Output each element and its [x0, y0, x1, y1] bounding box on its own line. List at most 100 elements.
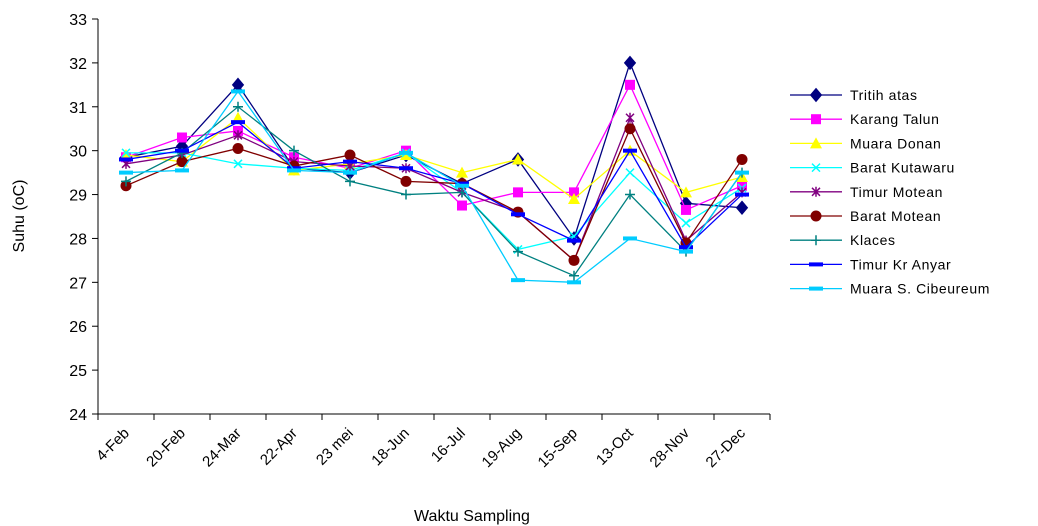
legend-marker — [809, 87, 823, 103]
data-point — [680, 186, 692, 198]
legend-label: Barat Motean — [850, 208, 941, 224]
data-point — [567, 280, 581, 285]
series-line — [126, 152, 743, 251]
legend-label: Timur Motean — [850, 184, 943, 200]
data-point — [569, 270, 579, 281]
data-point — [456, 166, 468, 178]
series-line — [125, 127, 743, 262]
legend-label: Tritih atas — [850, 87, 918, 103]
data-point — [625, 112, 635, 123]
y-tick-label: 24 — [69, 407, 87, 424]
data-point — [399, 150, 413, 155]
y-tick-label: 25 — [69, 363, 87, 380]
y-axis-label: Suhu (oC) — [11, 180, 28, 253]
legend-marker — [810, 137, 822, 149]
series-line — [125, 90, 743, 283]
data-point — [625, 189, 635, 200]
data-point — [625, 79, 635, 90]
x-tick-label: 13-Oct — [593, 424, 637, 468]
x-axis-label: Waktu Sampling — [414, 508, 530, 525]
data-point — [512, 153, 524, 165]
data-point — [233, 101, 243, 112]
data-point — [735, 192, 749, 197]
data-point — [679, 249, 693, 254]
data-point — [343, 170, 357, 175]
x-tick-label: 20-Feb — [143, 425, 189, 471]
data-point — [175, 168, 189, 173]
data-point — [625, 168, 635, 178]
data-point — [119, 170, 133, 175]
series-line — [125, 116, 743, 262]
axes: 24 25 26 27 28 29 30 31 32 33 4-Feb 20-Feb 24-Mar 22-… — [69, 12, 771, 471]
data-point — [231, 89, 245, 94]
legend-label: Muara Donan — [850, 135, 941, 151]
y-tick-label: 27 — [69, 275, 87, 292]
data-point — [233, 159, 243, 169]
data-point — [735, 170, 749, 175]
legend-label: Barat Kutawaru — [850, 160, 955, 176]
y-tick-label: 30 — [69, 144, 87, 161]
data-point — [623, 55, 637, 71]
legend: Tritih atas Karang Talun Muara Donan Barat … — [790, 87, 989, 297]
data-point — [233, 130, 243, 141]
data-point — [232, 142, 244, 154]
series-line — [125, 121, 743, 249]
data-point — [121, 148, 131, 158]
data-point — [175, 148, 189, 153]
x-tick-label: 22-Apr — [257, 425, 301, 469]
data-point — [287, 166, 301, 171]
data-point — [736, 153, 748, 165]
legend-marker — [811, 235, 821, 246]
data-point — [623, 148, 637, 153]
y-tick-label: 31 — [69, 100, 87, 117]
x-tick-label: 19-Aug — [479, 425, 525, 471]
legend-label: Timur Kr Anyar — [850, 256, 951, 272]
data-point — [567, 238, 581, 243]
legend-label: Karang Talun — [850, 111, 939, 127]
data-point — [121, 176, 131, 187]
y-tick-label: 29 — [69, 188, 87, 205]
data-point — [681, 218, 691, 228]
legend-item: Timur Kr Anyar — [790, 256, 951, 272]
data-point — [119, 157, 133, 162]
legend-marker — [811, 186, 821, 197]
data-point — [343, 159, 357, 164]
legend-item: Tritih atas — [790, 87, 918, 103]
x-tick-label: 18-Jun — [368, 425, 412, 469]
series-8 — [119, 89, 749, 285]
legend-marker — [811, 163, 821, 173]
data-point — [679, 245, 693, 250]
legend-item: Timur Motean — [790, 184, 943, 200]
legend-marker — [811, 114, 821, 125]
series-7 — [119, 120, 749, 250]
data-point — [569, 187, 579, 198]
x-tick-label: 4-Feb — [93, 425, 133, 465]
x-tick-label: 24-Mar — [199, 425, 245, 471]
data-point — [401, 189, 411, 200]
data-point — [400, 175, 412, 187]
legend-item: Muara S. Cibeureum — [790, 281, 989, 297]
data-point — [455, 183, 469, 188]
series-layer — [119, 55, 749, 285]
data-point — [623, 236, 637, 241]
data-point — [455, 181, 469, 186]
legend-item: Klaces — [790, 232, 895, 248]
x-tick-label: 27-Dec — [703, 424, 750, 471]
y-tick-label: 32 — [69, 56, 87, 73]
legend-item: Muara Donan — [790, 135, 941, 151]
data-point — [231, 120, 245, 125]
series-line — [125, 105, 743, 277]
series-0 — [119, 55, 749, 246]
x-tick-label: 28-Nov — [647, 424, 694, 471]
series-line — [125, 116, 743, 200]
x-tick-label: 15-Sep — [535, 425, 581, 471]
legend-marker — [809, 286, 823, 291]
data-point — [345, 176, 355, 187]
series-3 — [121, 148, 747, 254]
series-line — [125, 60, 743, 240]
data-point — [176, 156, 188, 168]
x-tick-label: 23 mei — [313, 425, 357, 469]
x-tick-label: 16-Jul — [428, 425, 469, 466]
data-point — [624, 123, 636, 135]
